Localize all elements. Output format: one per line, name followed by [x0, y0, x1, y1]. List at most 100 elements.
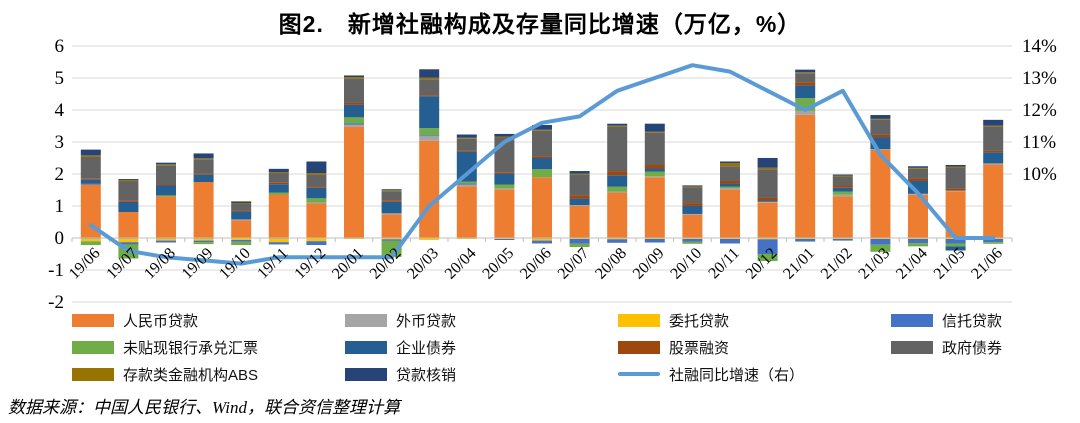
bar-segment: [945, 167, 966, 189]
x-axis-category-label: 21/01: [780, 245, 818, 283]
bar-segment: [870, 115, 891, 119]
bar-segment: [344, 124, 364, 127]
legend-item: 存款类金融机构ABS: [72, 365, 258, 384]
x-axis-category-label: 21/04: [893, 245, 931, 283]
legend-line-swatch: [618, 372, 660, 376]
bar-segment: [644, 239, 665, 243]
bar-segment: [682, 239, 703, 242]
bar-segment: [832, 187, 853, 192]
bar-segment: [80, 155, 101, 157]
bar-segment: [231, 201, 252, 203]
bar-segment: [720, 188, 740, 190]
bar-segment: [118, 239, 139, 243]
bar-segment: [832, 194, 853, 197]
bar-segment: [908, 243, 928, 247]
bar-segment: [344, 75, 364, 78]
bar-segment: [832, 239, 853, 241]
bar-segment: [720, 161, 740, 164]
x-axis-category-label: 20/05: [479, 245, 517, 283]
bar-segment: [306, 198, 327, 203]
bar-segment: [983, 242, 1004, 244]
bar-segment: [381, 239, 402, 241]
bar-segment: [983, 163, 1004, 165]
bar-segment: [193, 182, 214, 238]
legend-color-swatch: [345, 367, 387, 381]
x-axis-category-label: 19/09: [179, 245, 217, 283]
bar-segment: [118, 181, 139, 201]
bar-segment: [532, 130, 552, 157]
bar-segment: [419, 238, 440, 240]
bar-segment: [644, 171, 665, 177]
bar-segment: [870, 137, 891, 149]
bar-segment: [268, 182, 289, 185]
bar-segment: [532, 158, 552, 170]
legend-item: 人民币贷款: [72, 311, 199, 330]
bar-segment: [419, 79, 440, 96]
bar-segment: [569, 173, 590, 175]
bar-segment: [156, 240, 176, 243]
bar-segment: [494, 173, 515, 185]
bar-segment: [456, 138, 477, 151]
bar-segment: [80, 183, 101, 185]
bar-segment: [306, 241, 327, 246]
bar-segment: [682, 187, 703, 204]
left-axis-tick-label: 1: [55, 196, 65, 217]
bar-segment: [945, 246, 966, 251]
x-axis-category-label: 21/02: [818, 245, 856, 283]
bar-segment: [494, 133, 515, 137]
bar-segment: [757, 254, 778, 262]
bar-segment: [532, 156, 552, 158]
bar-segment: [456, 184, 477, 187]
x-axis-category-label: 19/06: [66, 245, 104, 283]
bar-segment: [268, 173, 289, 183]
legend-item: 外币贷款: [345, 311, 456, 330]
bar-segment: [381, 201, 402, 214]
x-axis-category-label: 20/10: [667, 245, 705, 283]
bar-segment: [118, 201, 139, 213]
bar-segment: [682, 185, 703, 187]
bar-segment: [532, 129, 552, 131]
bar-segment: [682, 205, 703, 214]
bar-segment: [757, 238, 778, 240]
bar-segment: [644, 165, 665, 169]
bar-segment: [607, 125, 628, 127]
bar-segment: [156, 185, 176, 196]
bar-segment: [757, 200, 778, 202]
bar-segment: [193, 174, 214, 182]
growth-rate-line: [88, 63, 996, 266]
bar-segment: [193, 240, 214, 243]
bar-segment: [832, 175, 853, 177]
bar-segment: [193, 173, 214, 175]
x-axis-category-label: 19/12: [291, 245, 329, 283]
legend-label: 人民币贷款: [123, 312, 199, 330]
bar-segment: [795, 82, 816, 86]
left-axis-tick-label: 0: [55, 228, 65, 249]
bar-segment: [757, 201, 778, 203]
bar-segment: [80, 241, 101, 246]
bar-segment: [532, 239, 552, 241]
bar-segment: [193, 153, 214, 159]
bar-segment: [607, 126, 628, 172]
legend-color-swatch: [618, 340, 660, 354]
bar-segment: [983, 150, 1004, 153]
bar-segment: [419, 77, 440, 80]
bar-segment: [381, 238, 402, 240]
bar-segment: [494, 172, 515, 174]
x-axis-category-label: 19/08: [141, 245, 179, 283]
bar-segment: [306, 186, 327, 188]
bar-segment: [419, 140, 440, 238]
right-axis-tick-label: 12%: [1022, 100, 1057, 121]
bar-segment: [945, 243, 966, 247]
bar-segment: [569, 243, 590, 247]
bar-segment: [381, 200, 402, 202]
bar-segment: [682, 241, 703, 244]
bar-segment: [344, 78, 364, 103]
bar-segment: [419, 96, 440, 129]
bar-segment: [306, 187, 327, 199]
legend-color-swatch: [345, 313, 387, 327]
left-axis-tick-label: -1: [48, 260, 64, 281]
bar-segment: [381, 190, 402, 192]
bar-segment: [456, 150, 477, 152]
bar-segment: [419, 136, 440, 141]
bar-segment: [795, 239, 816, 242]
